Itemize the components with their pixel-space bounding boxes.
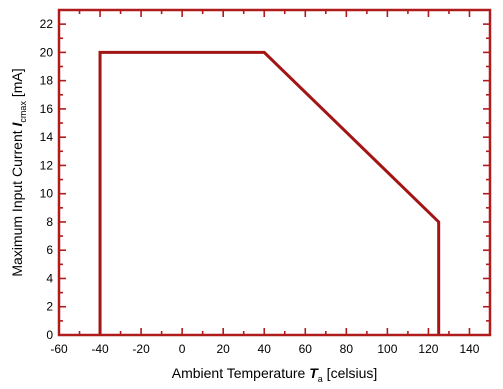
- x-axis-title-prefix: Ambient Temperature: [172, 365, 309, 381]
- x-axis-title-subscript: a: [318, 374, 323, 384]
- x-tick-label: -60: [50, 342, 68, 356]
- derating-curve: [98, 50, 441, 335]
- y-tick-label: 2: [46, 300, 53, 314]
- x-tick-label: 80: [340, 342, 354, 356]
- x-axis-title-symbol: T: [309, 365, 319, 381]
- x-tick-label: 40: [258, 342, 272, 356]
- x-tick-label: -40: [91, 342, 109, 356]
- x-tick-label: 140: [459, 342, 479, 356]
- y-tick-label: 20: [40, 45, 54, 59]
- y-axis-title: Maximum Input Current Icmax [mA]: [9, 68, 28, 276]
- x-tick-label: -20: [132, 342, 150, 356]
- x-axis-title: Ambient Temperature Ta [celsius]: [172, 365, 378, 384]
- y-tick-label: 22: [40, 17, 54, 31]
- plot-frame: [57, 8, 492, 337]
- y-tick-label: 6: [46, 243, 53, 257]
- ticks-layer: [58, 10, 490, 336]
- x-tick-label: 100: [377, 342, 397, 356]
- x-tick-label: 20: [217, 342, 231, 356]
- y-tick-label: 4: [46, 271, 53, 285]
- y-tick-label: 18: [40, 74, 54, 88]
- x-tick-label: 120: [418, 342, 438, 356]
- labels-layer: -60 -40 -20 0 20 40 60 80 100 120 140 0 2 4 6 8 10 12 14 16…: [40, 17, 480, 356]
- y-tick-label: 16: [40, 102, 54, 116]
- series-layer: [98, 50, 441, 336]
- y-axis-title-suffix: [mA]: [9, 68, 25, 101]
- y-tick-label: 12: [40, 158, 54, 172]
- x-tick-label: 0: [179, 342, 186, 356]
- y-axis-title-subscript: cmax: [18, 101, 28, 123]
- y-tick-label: 14: [40, 130, 54, 144]
- x-axis-title-suffix: [celsius]: [323, 365, 377, 381]
- y-axis-title-symbol: I: [9, 121, 25, 126]
- x-tick-label: 60: [299, 342, 313, 356]
- y-tick-label: 10: [40, 187, 54, 201]
- y-tick-label: 0: [46, 328, 53, 342]
- y-axis-title-prefix: Maximum Input Current: [9, 126, 25, 276]
- y-tick-label: 8: [46, 215, 53, 229]
